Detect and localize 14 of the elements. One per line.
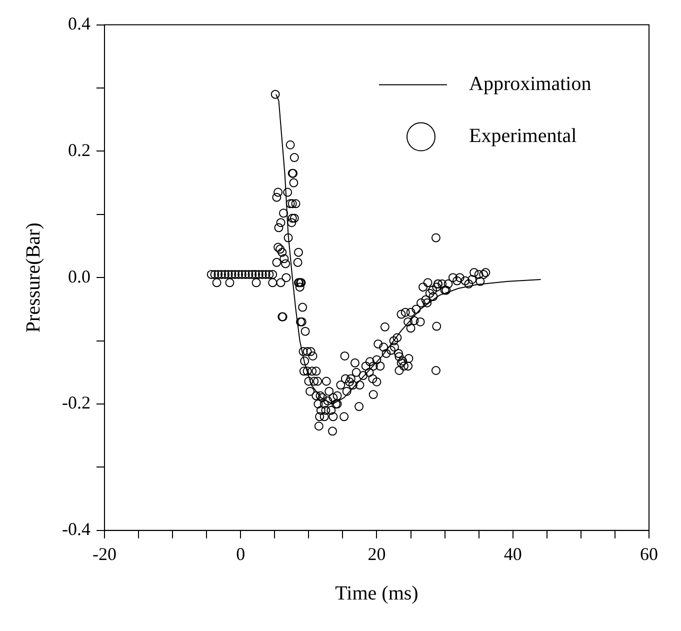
x-axis-title: Time (ms) (335, 582, 418, 604)
legend-label: Approximation (469, 73, 592, 96)
x-tick-label: 20 (368, 544, 386, 564)
legend-label: Experimental (469, 125, 578, 148)
y-tick-label: 0.4 (68, 14, 90, 34)
y-tick-label: -0.4 (62, 519, 90, 540)
x-tick-label: 0 (236, 544, 246, 564)
y-tick-label: 0.0 (68, 266, 90, 286)
y-axis-title: Pressure(Bar) (22, 222, 44, 333)
y-tick-label: 0.2 (68, 140, 90, 160)
x-tick-label: 60 (640, 544, 658, 564)
y-tick-label: -0.2 (62, 392, 90, 413)
x-tick-label: 40 (504, 544, 522, 564)
x-tick-label: -20 (92, 544, 116, 564)
